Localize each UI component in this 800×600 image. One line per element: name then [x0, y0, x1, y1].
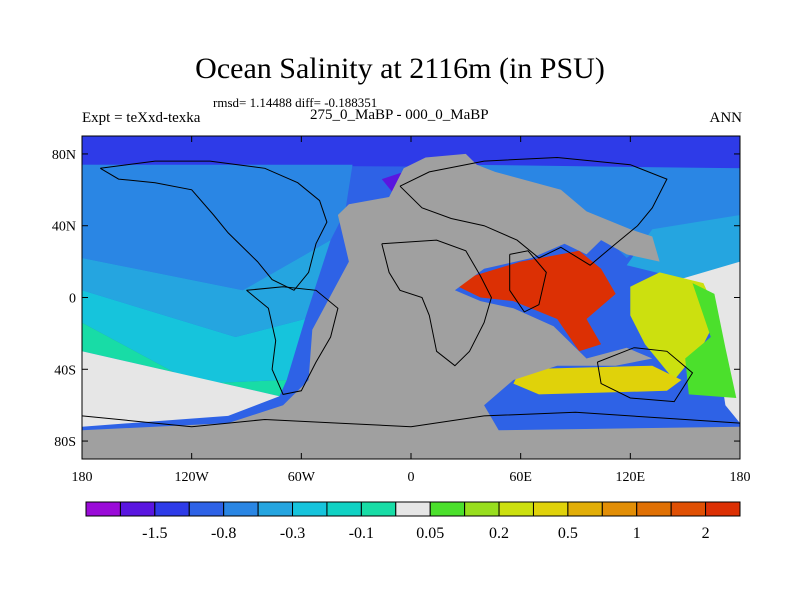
chart-title: Ocean Salinity at 2116m (in PSU) — [195, 52, 605, 85]
salinity-region-south-pacific-mid — [82, 290, 305, 384]
y-tick-label: 0 — [69, 292, 76, 307]
colorbar-swatch — [119, 501, 156, 517]
x-tick-label: 60E — [509, 470, 532, 485]
colorbar-swatch — [532, 501, 569, 517]
colorbar-label: 1 — [633, 525, 641, 542]
salinity-region-east-arm-yellow — [630, 272, 719, 380]
coastline-africa-coast — [381, 239, 492, 367]
colorbar-swatch — [498, 501, 534, 517]
colorbar-label: -0.3 — [280, 525, 305, 542]
salinity-region-east-arm-green — [685, 283, 737, 398]
y-tick-label: 80N — [52, 148, 76, 163]
x-tick-label: 180 — [72, 470, 93, 485]
y-tick-label: 40S — [54, 363, 76, 378]
coastline-layer — [82, 156, 740, 428]
colorbar-label: -1.5 — [142, 525, 167, 542]
colorbar-swatch — [188, 501, 225, 517]
colorbar-swatch — [85, 501, 121, 517]
colorbar-swatch — [154, 501, 190, 517]
coastline-south-america-coast — [246, 286, 339, 395]
colorbar-label: 0.5 — [558, 525, 578, 542]
coastline-antarctica-coast — [82, 411, 740, 428]
salinity-region-south-pacific-low — [82, 322, 287, 397]
season-label: ANN — [709, 110, 743, 126]
salinity-region-north-pacific — [82, 164, 353, 291]
coastline-north-america-coast — [100, 160, 328, 291]
x-tick-label: 60W — [288, 470, 316, 485]
colorbar-swatch — [360, 501, 397, 517]
coastline-australia-antarctica-coast — [596, 347, 694, 403]
coastline-eurasia-coast — [399, 156, 668, 266]
colorbar-swatch — [670, 501, 707, 517]
salinity-region-central-atlantic-north — [82, 240, 331, 337]
salinity-region-south-ridge — [513, 365, 682, 395]
colorbar-label: -0.8 — [211, 525, 236, 542]
colorbar-swatch — [464, 501, 500, 517]
colorbar: -1.5 -0.8 -0.3 -0.1 0.05 0.2 0.5 1 2 — [85, 501, 741, 542]
colorbar-swatch — [429, 501, 466, 517]
stats-label: rmsd= 1.14488 diff= -0.188351 — [213, 95, 378, 110]
colorbar-label: -0.1 — [349, 525, 374, 542]
colorbar-swatch — [292, 501, 328, 517]
salinity-region-tethys-east — [626, 215, 740, 280]
x-tick-label: 120E — [616, 470, 646, 485]
colorbar-swatch — [395, 501, 431, 517]
salinity-region-near-zero-southwest — [82, 351, 280, 427]
y-axis: 80N 40N 0 40S 80S — [52, 148, 740, 450]
y-tick-label: 80S — [54, 435, 76, 450]
x-tick-label: 180 — [730, 470, 751, 485]
land-region-pangea-core — [82, 153, 740, 459]
x-axis: 180 120W 60W 0 60E 120E 180 — [72, 136, 751, 485]
coastline-india-coast — [509, 250, 547, 313]
colorbar-swatch — [636, 501, 672, 517]
colorbar-swatch — [705, 501, 741, 517]
colorbar-swatch — [257, 501, 294, 517]
colorbar-swatch — [567, 501, 603, 517]
colorbar-swatch — [601, 501, 638, 517]
salinity-region-arctic-band — [82, 136, 740, 169]
colorbar-swatch — [223, 501, 259, 517]
experiment-label: Expt = teXxd-texka — [82, 110, 201, 126]
x-tick-label: 120W — [175, 470, 210, 485]
colorbar-label: 2 — [702, 525, 710, 542]
salinity-region-tethys-south — [458, 250, 616, 352]
colorbar-label: 0.05 — [416, 525, 444, 542]
comparison-label: 275_0_MaBP - 000_0_MaBP — [310, 107, 489, 123]
y-tick-label: 40N — [52, 220, 76, 235]
land-layer — [82, 153, 740, 459]
colorbar-swatch — [326, 501, 362, 517]
colorbar-label: 0.2 — [489, 525, 509, 542]
x-tick-label: 0 — [408, 470, 415, 485]
